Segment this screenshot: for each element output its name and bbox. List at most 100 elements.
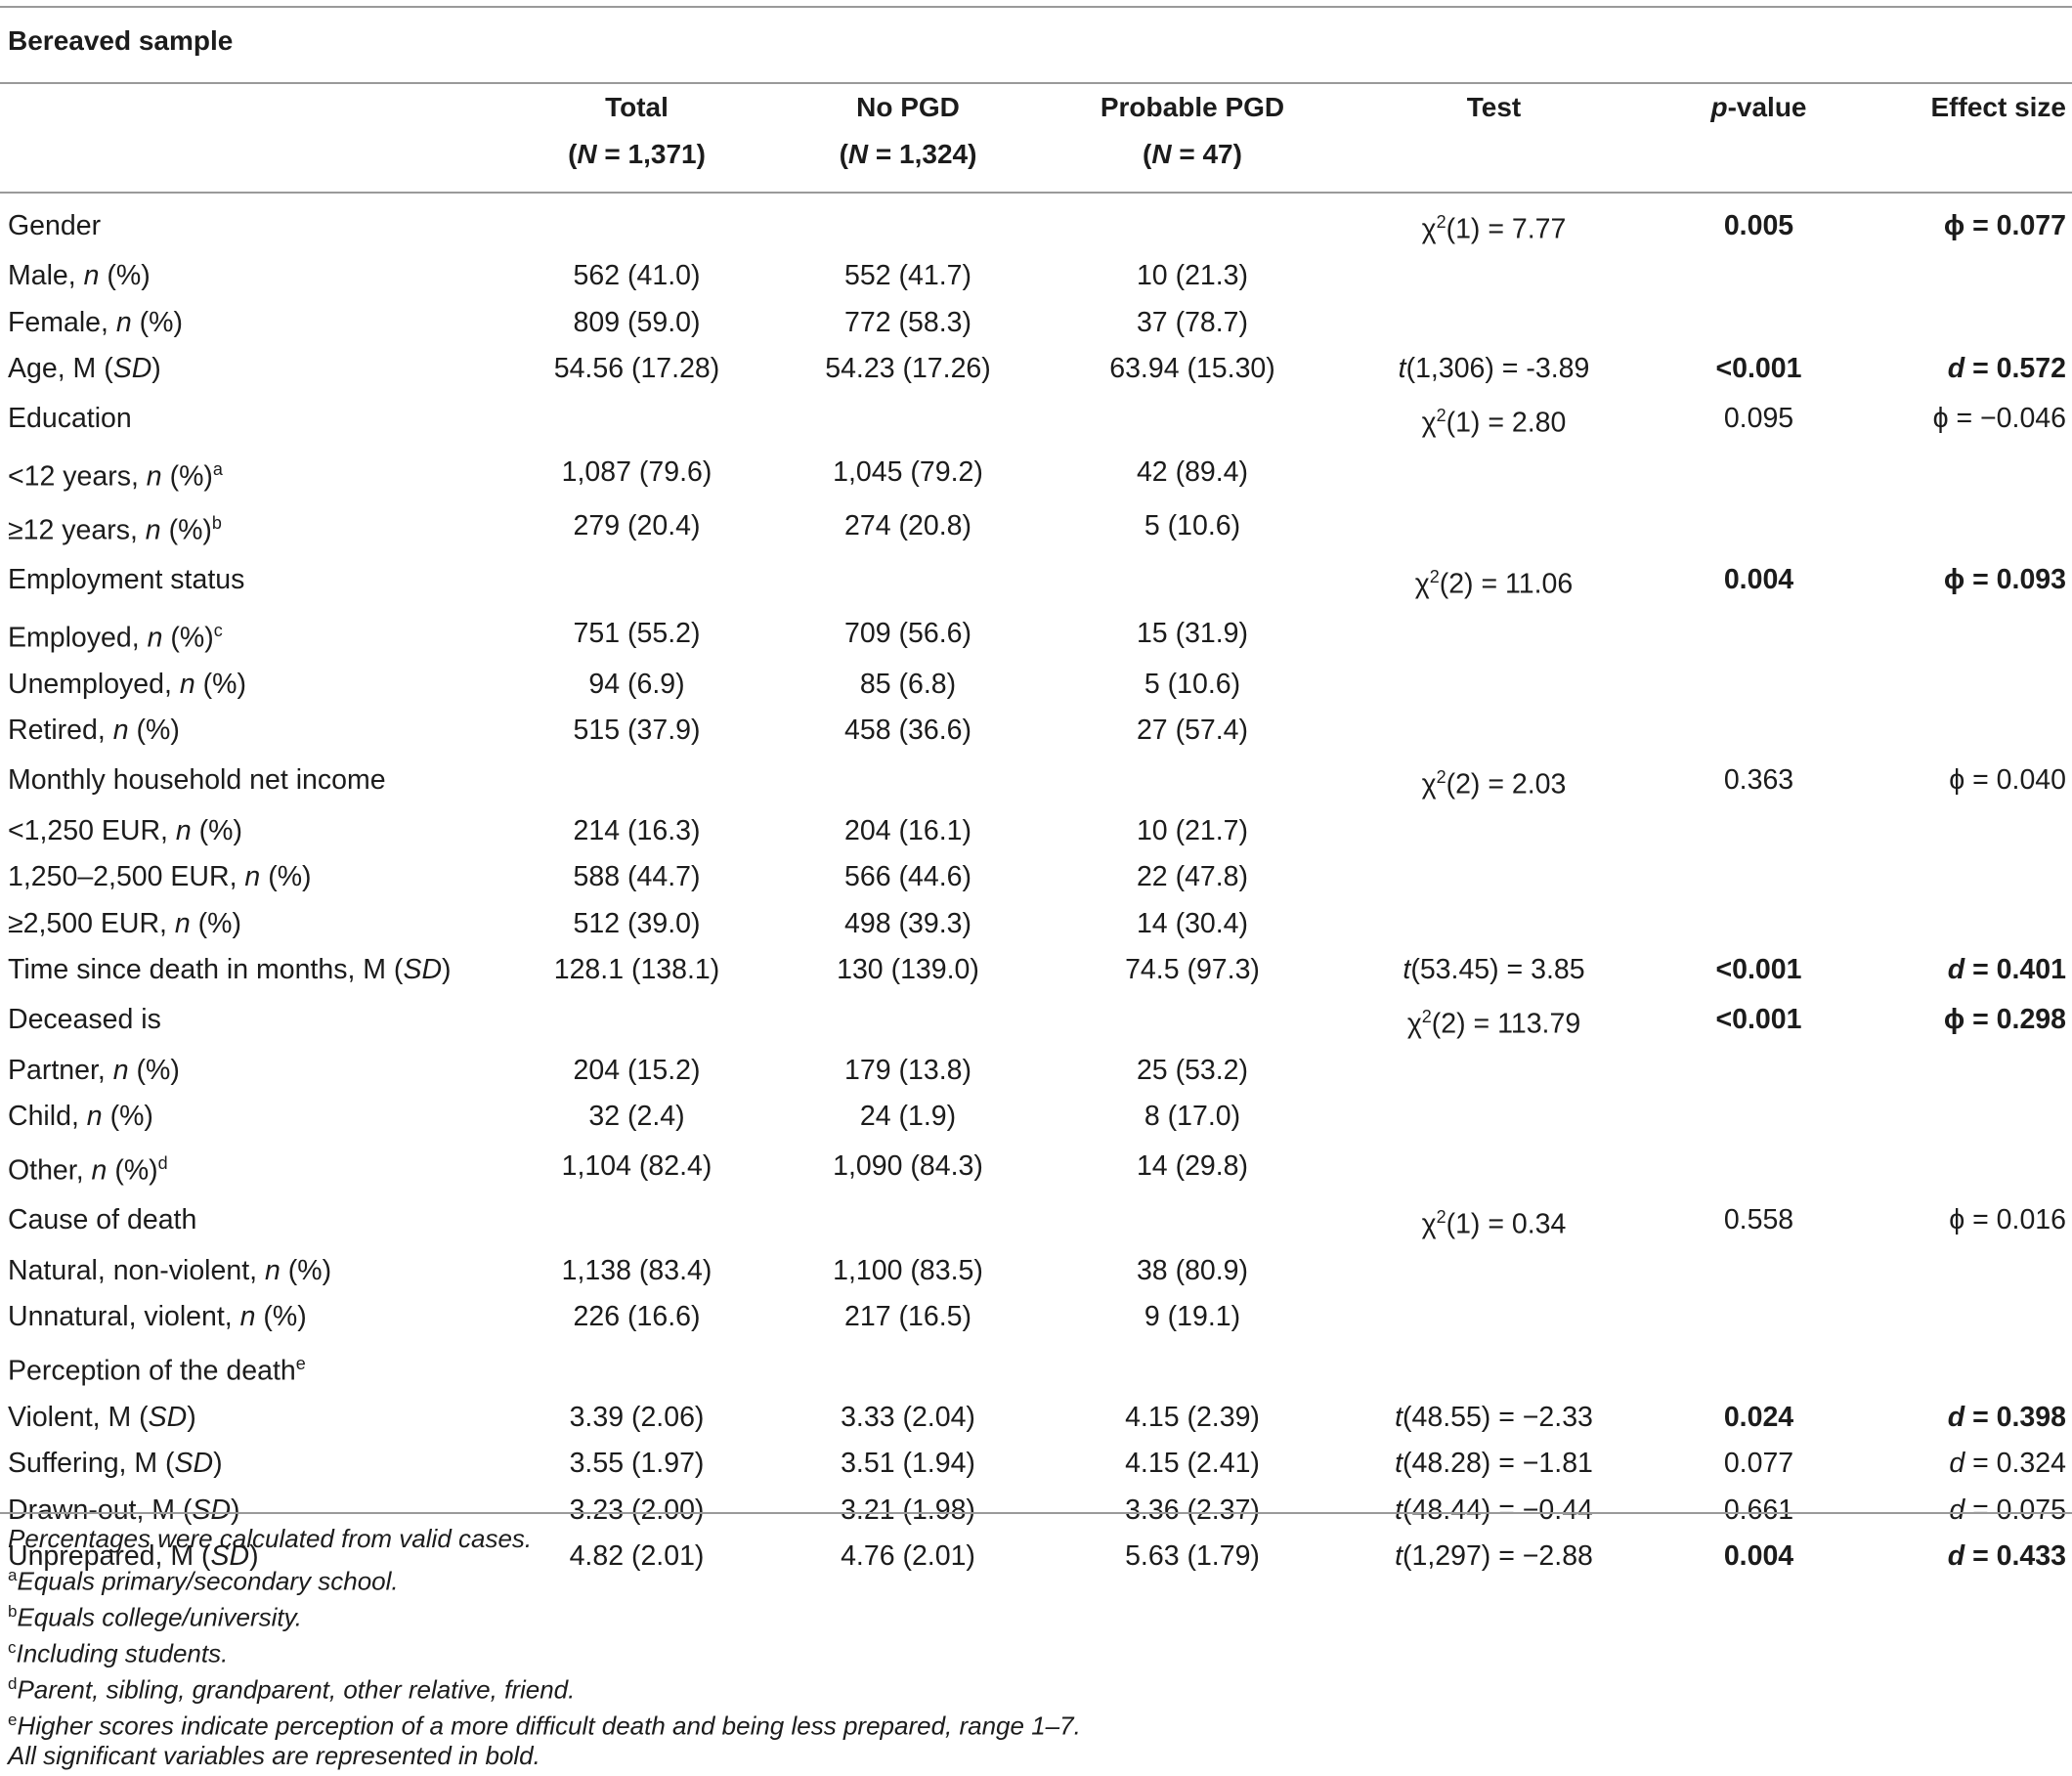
cell-test: t(48.44) = −0.44 xyxy=(1395,1494,1593,1526)
cell-p-value xyxy=(1654,1341,1864,1395)
cell-test: χ2(2) = 2.03 xyxy=(1421,766,1567,801)
note-valid-cases: Percentages were calculated from valid c… xyxy=(8,1524,533,1553)
cell-total: 512 (39.0) xyxy=(573,907,701,939)
cell-p-value xyxy=(1654,808,1864,855)
row-label: Perception of the deathe xyxy=(8,1353,306,1387)
cell-effect-size: ϕ = 0.040 xyxy=(1949,764,2066,797)
cell-test xyxy=(1334,1248,1654,1295)
cell-p-value: 0.363 xyxy=(1723,764,1794,797)
cell-no-pgd: 179 (13.8) xyxy=(844,1054,971,1086)
row-label: Time since death in months, M (SD) xyxy=(8,954,452,985)
cell-test xyxy=(1334,854,1654,901)
header-empty-4 xyxy=(1654,131,1864,199)
table-row: Female, n (%) 809 (59.0) 772 (58.3) 37 (78.… xyxy=(0,300,2072,347)
row-label: Age, M (SD) xyxy=(8,353,161,384)
cell-probable-pgd: 15 (31.9) xyxy=(1136,618,1249,650)
cell-probable-pgd: 5 (10.6) xyxy=(1144,510,1241,542)
header-empty xyxy=(0,84,508,131)
cell-p-value xyxy=(1654,500,1864,554)
table-row: Unprepared, M (SD) 4.82 (2.01) 4.76 (2.01)… xyxy=(0,1534,2072,1581)
cell-test xyxy=(1334,500,1654,554)
cell-effect-size: ϕ = 0.298 xyxy=(1943,1004,2066,1036)
row-label: Gender xyxy=(8,209,102,241)
note-d: dParent, sibling, grandparent, other rel… xyxy=(8,1674,576,1705)
cell-probable-pgd: 22 (47.8) xyxy=(1136,861,1249,892)
cell-total: 3.23 (2.00) xyxy=(569,1494,705,1526)
cell-no-pgd: 274 (20.8) xyxy=(844,510,971,542)
table-row: Time since death in months, M (SD) 128.1 … xyxy=(0,947,2072,994)
cell-effect-size: d = 0.433 xyxy=(1947,1540,2066,1572)
row-label: Drawn-out, M (SD) xyxy=(8,1494,240,1526)
cell-probable-pgd xyxy=(1051,393,1334,447)
cell-probable-pgd: 9 (19.1) xyxy=(1144,1301,1241,1332)
cell-test xyxy=(1334,1341,1654,1395)
cell-test: χ2(2) = 11.06 xyxy=(1414,566,1574,600)
cell-total xyxy=(508,1194,765,1248)
cell-effect-size xyxy=(1864,1141,2072,1194)
cell-effect-size: d = 0.075 xyxy=(1949,1494,2066,1526)
cell-total: 32 (2.4) xyxy=(588,1101,685,1132)
cell-p-value xyxy=(1654,253,1864,300)
cell-no-pgd: 3.21 (1.98) xyxy=(841,1494,975,1526)
cell-total: 588 (44.7) xyxy=(573,861,701,892)
table-row: <12 years, n (%)a 1,087 (79.6) 1,045 (79.2… xyxy=(0,447,2072,500)
cell-p-value: 0.005 xyxy=(1723,209,1794,241)
cell-total: 562 (41.0) xyxy=(573,260,701,291)
cell-test: t(1,306) = -3.89 xyxy=(1398,353,1590,384)
cell-effect-size: ϕ = −0.046 xyxy=(1932,403,2066,435)
caption-rule xyxy=(0,82,2072,84)
cell-no-pgd: 204 (16.1) xyxy=(844,814,971,846)
row-label: <12 years, n (%)a xyxy=(8,458,223,493)
cell-test: χ2(2) = 113.79 xyxy=(1406,1006,1581,1040)
cell-no-pgd xyxy=(765,755,1051,808)
row-label: ≥2,500 EUR, n (%) xyxy=(8,907,241,939)
row-label: Child, n (%) xyxy=(8,1101,153,1132)
cell-effect-size xyxy=(1864,300,2072,347)
cell-p-value: 0.077 xyxy=(1723,1448,1794,1479)
cell-p-value xyxy=(1654,1141,1864,1194)
note-b: bEquals college/university. xyxy=(8,1602,302,1632)
row-label: Suffering, M (SD) xyxy=(8,1448,223,1479)
cell-probable-pgd: 4.15 (2.39) xyxy=(1125,1401,1260,1433)
cell-p-value: 0.024 xyxy=(1723,1401,1794,1433)
cell-p-value xyxy=(1654,608,1864,662)
cell-p-value xyxy=(1654,300,1864,347)
header-row: Total No PGD Probable PGD Test p-value E… xyxy=(0,84,2072,131)
cell-test: χ2(1) = 2.80 xyxy=(1421,405,1567,439)
cell-probable-pgd xyxy=(1051,1194,1334,1248)
cell-probable-pgd: 37 (78.7) xyxy=(1136,306,1249,338)
header-empty-3 xyxy=(1334,131,1654,199)
cell-no-pgd: 709 (56.6) xyxy=(844,618,971,650)
cell-probable-pgd xyxy=(1051,755,1334,808)
cell-effect-size xyxy=(1864,708,2072,755)
cell-p-value: <0.001 xyxy=(1715,954,1802,985)
cell-no-pgd xyxy=(765,1194,1051,1248)
cell-total: 4.82 (2.01) xyxy=(569,1540,705,1572)
cell-p-value xyxy=(1654,447,1864,500)
cell-total: 3.39 (2.06) xyxy=(569,1401,705,1433)
header-no-pgd-n: (N = 1,324) xyxy=(839,139,977,169)
row-label: Partner, n (%) xyxy=(8,1054,180,1086)
table-row: Unnatural, violent, n (%) 226 (16.6) 217 (… xyxy=(0,1294,2072,1341)
header-total: Total xyxy=(605,92,669,122)
header-pgd-n: (N = 47) xyxy=(1143,139,1242,169)
cell-p-value: <0.001 xyxy=(1715,1004,1802,1036)
row-label: Retired, n (%) xyxy=(8,715,180,746)
cell-total: 226 (16.6) xyxy=(573,1301,701,1332)
header-empty-2 xyxy=(0,131,508,199)
row-label: Education xyxy=(8,403,132,435)
cell-probable-pgd: 8 (17.0) xyxy=(1144,1101,1241,1132)
cell-probable-pgd: 3.36 (2.37) xyxy=(1125,1494,1260,1526)
table-row: Drawn-out, M (SD) 3.23 (2.00) 3.21 (1.98) 3… xyxy=(0,1488,2072,1535)
cell-p-value xyxy=(1654,901,1864,948)
cell-effect-size xyxy=(1864,253,2072,300)
cell-total: 3.55 (1.97) xyxy=(569,1448,705,1479)
cell-probable-pgd xyxy=(1051,199,1334,253)
cell-total: 204 (15.2) xyxy=(573,1054,701,1086)
cell-effect-size xyxy=(1864,1341,2072,1395)
cell-test xyxy=(1334,901,1654,948)
cell-test xyxy=(1334,253,1654,300)
cell-probable-pgd: 14 (29.8) xyxy=(1136,1150,1249,1183)
header-p-letter: p xyxy=(1710,92,1728,122)
table-row: Violent, M (SD) 3.39 (2.06) 3.33 (2.04) 4.1… xyxy=(0,1395,2072,1442)
